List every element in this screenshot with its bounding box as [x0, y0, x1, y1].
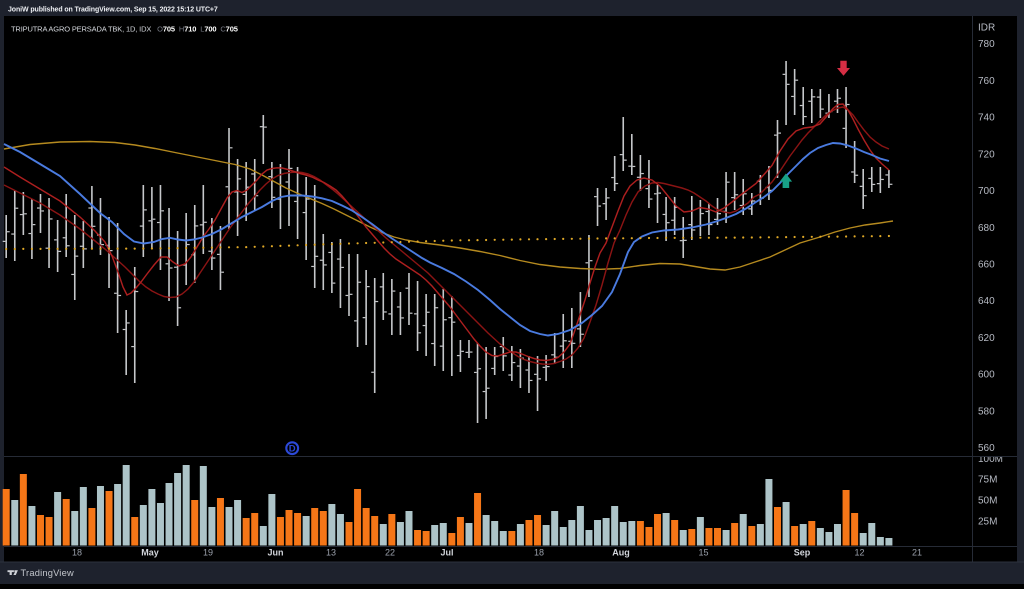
svg-text:580: 580: [978, 406, 995, 417]
svg-text:19: 19: [203, 548, 213, 558]
svg-text:Sep: Sep: [794, 548, 811, 558]
svg-text:18: 18: [534, 548, 544, 558]
svg-text:620: 620: [978, 333, 995, 344]
svg-text:560: 560: [978, 443, 995, 454]
svg-text:Jun: Jun: [267, 548, 283, 558]
svg-text:TRIPUTRA AGRO PERSADA TBK, 1D,: TRIPUTRA AGRO PERSADA TBK, 1D, IDX O705 H…: [11, 24, 238, 33]
svg-text:TradingView: TradingView: [21, 568, 74, 578]
svg-text:22: 22: [385, 548, 395, 558]
svg-text:13: 13: [326, 548, 336, 558]
svg-text:May: May: [141, 548, 159, 558]
svg-text:75M: 75M: [978, 474, 997, 485]
svg-text:18: 18: [72, 548, 82, 558]
svg-text:720: 720: [978, 149, 995, 160]
svg-text:100M: 100M: [978, 454, 1003, 465]
svg-text:JoniW published on TradingView: JoniW published on TradingView.com, Sep …: [8, 6, 218, 13]
svg-text:760: 760: [978, 76, 995, 87]
svg-text:15: 15: [698, 548, 708, 558]
svg-text:Jul: Jul: [440, 548, 453, 558]
svg-text:700: 700: [978, 186, 995, 197]
svg-text:12: 12: [854, 548, 864, 558]
svg-text:640: 640: [978, 296, 995, 307]
svg-text:21: 21: [912, 548, 922, 558]
svg-text:660: 660: [978, 260, 995, 271]
svg-text:25M: 25M: [978, 516, 997, 527]
svg-text:740: 740: [978, 113, 995, 124]
svg-text:780: 780: [978, 39, 995, 50]
svg-text:50M: 50M: [978, 495, 997, 506]
svg-text:600: 600: [978, 370, 995, 381]
svg-text:680: 680: [978, 223, 995, 234]
svg-text:Aug: Aug: [612, 548, 630, 558]
svg-text:IDR: IDR: [978, 22, 995, 33]
svg-text:D: D: [289, 444, 296, 455]
